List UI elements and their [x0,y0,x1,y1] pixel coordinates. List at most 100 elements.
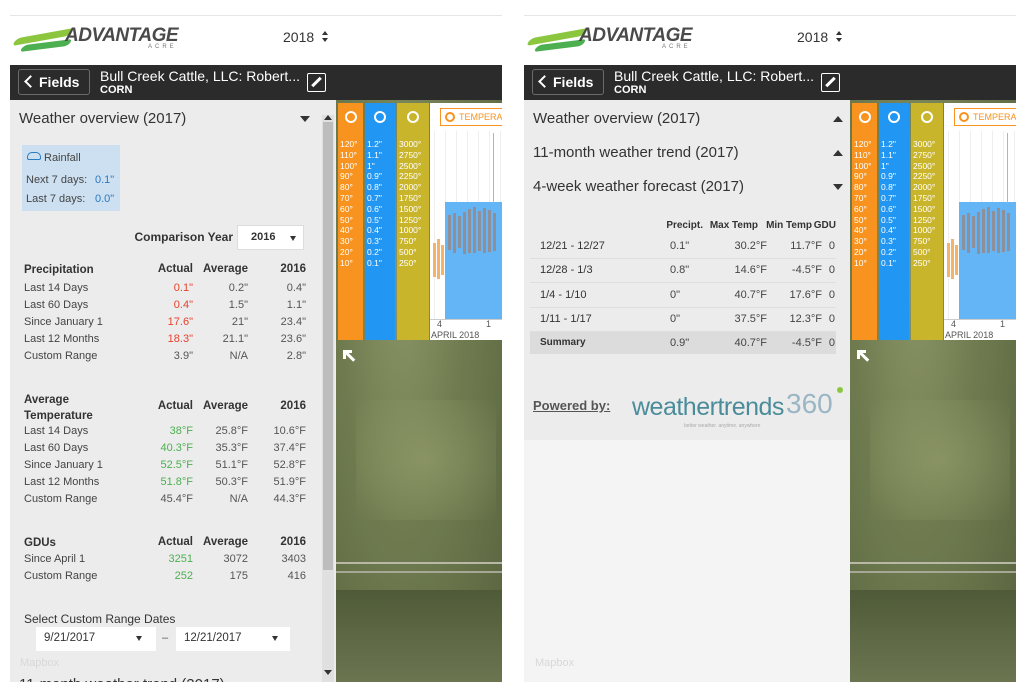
cell: 51.9°F [273,476,306,488]
cloud-icon [27,152,41,160]
year-select[interactable]: 2018 [283,29,315,45]
strip-label: 2250° [913,171,936,182]
cell: 252 [174,570,193,582]
scrollbar-thumb[interactable] [323,122,333,570]
cell: 14.6°F [734,264,767,276]
x-axis [430,319,502,340]
strip-label: 2750° [913,149,936,160]
strip-label: 250° [399,257,417,268]
temperature-button[interactable]: TEMPERATURE [954,108,1016,126]
strip-label: 20° [854,247,867,257]
last-value: 0.0" [95,193,115,205]
strip-label: 1.1" [881,149,896,160]
column-header: Actual [157,400,193,412]
back-button[interactable]: Fields [532,69,604,95]
row-label: Last 14 Days [24,425,89,437]
map: 120° 110° 100° 90° 80° 70° 60° 50° 40° 30° 20° 10° 1… [336,100,502,682]
strip-label: 2500° [399,160,422,171]
cell: 0 [828,289,835,301]
back-label: Fields [39,74,80,90]
column-header: Precipt. [666,220,703,231]
x-month-label: APRIL 2018 [945,330,994,340]
strip-label: 40° [854,225,867,236]
cell: 30.2°F [734,240,767,252]
edit-button[interactable] [821,73,840,92]
column-header: 2016 [280,400,306,412]
strip-label: 90° [854,171,867,182]
column-header: Min Temp [766,220,812,231]
row-label: Since January 1 [24,316,103,328]
strip-label: 0.6" [881,203,896,214]
strip-icon [888,111,900,123]
chevron [538,75,551,88]
row-label: Custom Range [24,350,98,362]
section-title[interactable]: Weather overview (2017) [533,110,701,127]
range-label: Select Custom Range Dates [24,612,176,626]
section-title[interactable]: 4-week weather forecast (2017) [533,178,744,195]
column-header: Max Temp [709,220,758,231]
cell: 0" [670,313,681,325]
temperature-button[interactable]: TEMPERATURE [440,108,502,126]
strip-label: 1.1" [367,149,382,160]
column-header: 2016 [280,263,306,275]
cell: 38°F [169,425,193,437]
strip-label: 1750° [399,193,422,203]
strip-label: 1.2" [881,139,896,149]
x-tick-label: 1 [486,319,492,329]
strip-label: 40° [340,225,353,236]
next-label: Next 7 days: [26,174,88,186]
row-label: Last 12 Months [24,333,100,345]
back-button[interactable]: Fields [18,69,90,95]
cell: 23.6" [280,333,306,345]
range-bar [437,239,440,279]
row-divider [530,258,836,259]
row-label: Custom Range [24,570,98,582]
column-header: GDU [813,220,836,231]
strip-label: 0.8" [367,182,382,193]
pencil [825,76,836,88]
strip-label: 70° [340,193,353,203]
column-header: Average [203,536,248,548]
nav-crop: CORN [100,84,133,96]
strip-label: 10° [854,257,867,268]
end-date-select[interactable]: 12/21/2017 [176,627,290,651]
edit-button[interactable] [307,73,326,92]
section-title[interactable]: 11-month weather trend (2017) [533,144,739,161]
cell: 17.6" [167,316,193,328]
range-bar [453,213,456,253]
cell: 3.9" [173,350,193,362]
start-date-select[interactable]: 9/21/2017 [36,627,156,651]
cell: -4.5°F [791,337,822,349]
year-arrow [322,31,328,35]
strip-label: 30° [340,236,353,247]
strip-icon [344,111,357,123]
map-patch [870,400,1010,520]
range-bar [478,211,481,251]
cell: 416 [287,570,306,582]
strip-label: 0.5" [367,214,382,225]
row-label: Custom Range [24,493,98,505]
year-select[interactable]: 2018 [797,29,829,45]
cell: 0.4" [286,282,306,294]
row-label: 12/21 - 12/27 [540,240,605,252]
header-bar [524,15,1016,65]
row-divider [530,307,836,308]
strip-label: 2500° [913,160,936,171]
row-label: Summary [540,337,586,348]
range-bar [463,212,466,254]
comparison-select[interactable]: 2016 [237,225,304,250]
column-header: Actual [157,263,193,275]
cell: 52.8°F [273,459,306,471]
map-patch [336,590,502,682]
row-label: Last 60 Days [24,442,89,454]
cell: 10.6°F [273,425,306,437]
cell: N/A [229,350,248,362]
table-title: Average Temperature [24,394,93,422]
strip-column: 120° 110° 100° 90° 80° 70° 60° 50° 40° 30° 20° 10° [852,103,877,340]
logo-sub: ACRE [662,44,691,50]
content-panel: Mapbox Weather overview (2017) Rainfall Nex… [10,100,336,682]
range-bar [483,208,486,253]
strip-label: 0.9" [881,171,896,182]
cell: 45.4°F [160,493,193,505]
rainfall-label: Rainfall [44,152,81,164]
